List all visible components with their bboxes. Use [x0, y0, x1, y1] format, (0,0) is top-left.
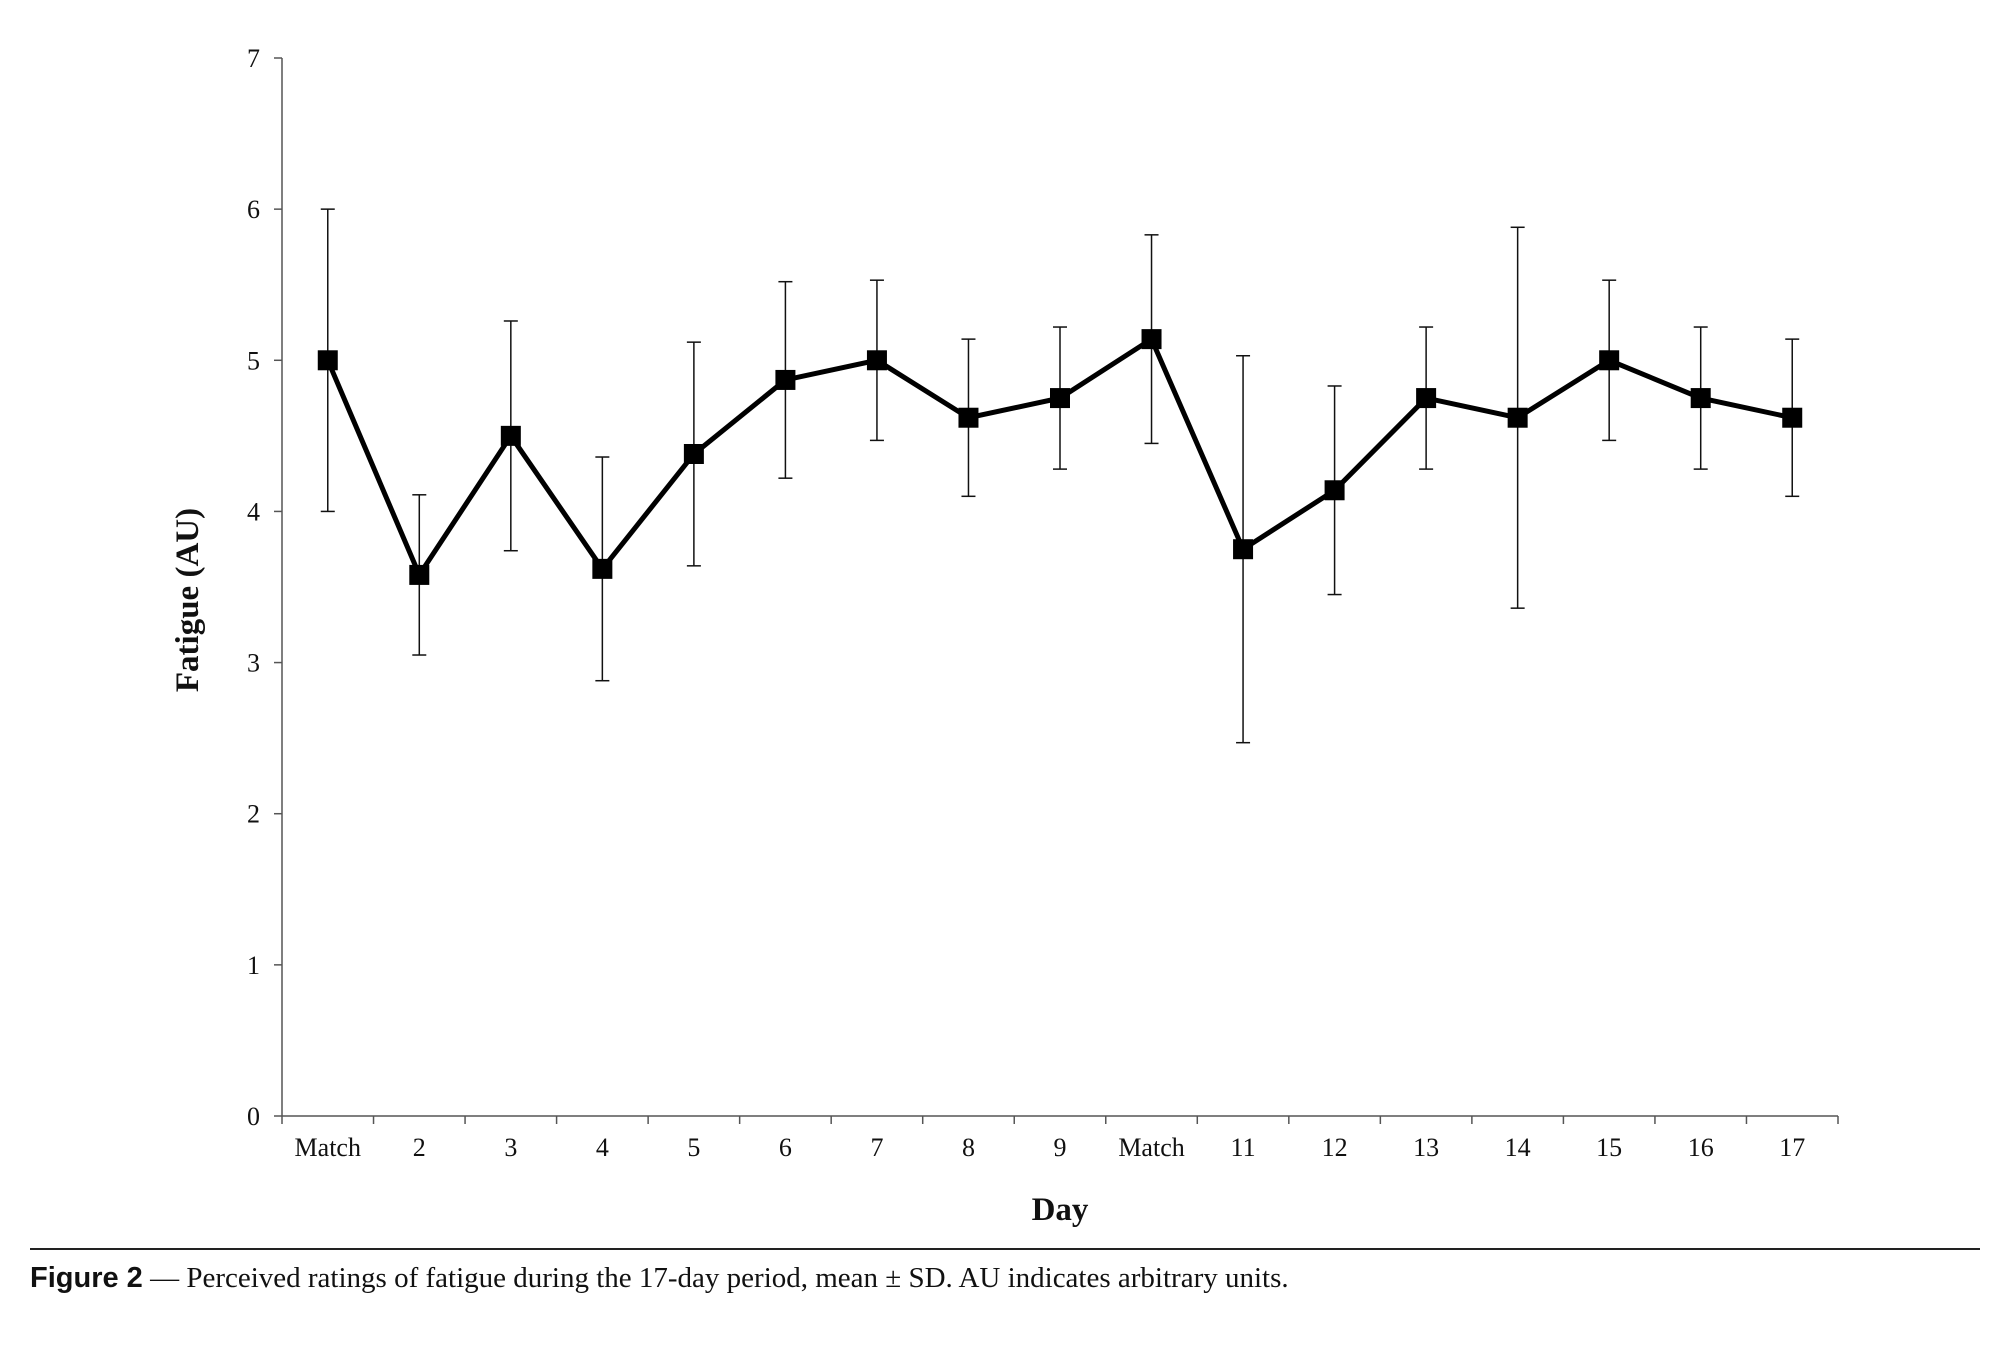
- data-point-marker: [866, 350, 887, 371]
- y-tick-label: 1: [247, 951, 260, 980]
- data-point-marker: [1416, 388, 1437, 409]
- x-tick-label: 17: [1779, 1133, 1805, 1162]
- data-point-marker: [1233, 539, 1254, 560]
- axes: [281, 58, 1838, 1117]
- data-point-marker: [1690, 388, 1711, 409]
- y-tick-label: 0: [247, 1102, 260, 1131]
- data-point-marker: [1599, 350, 1620, 371]
- x-tick-label: 14: [1505, 1133, 1531, 1162]
- x-axis-ticks: Match 2 3 4 5 6 7 8 9 Match 11 12 13 14 15 16 17: [281, 1116, 1839, 1162]
- x-tick-label: 9: [1054, 1133, 1067, 1162]
- data-point-marker: [958, 407, 979, 428]
- data-point-marker: [775, 369, 796, 390]
- x-tick-label: 2: [413, 1133, 426, 1162]
- x-tick-label: 3: [504, 1133, 517, 1162]
- x-tick-label: 7: [870, 1133, 883, 1162]
- x-tick-label: 4: [596, 1133, 609, 1162]
- x-tick-label: 15: [1596, 1133, 1622, 1162]
- data-point-marker: [592, 558, 613, 579]
- y-tick-label: 2: [247, 800, 260, 829]
- data-point-marker: [1050, 388, 1070, 409]
- data-point-marker: [409, 564, 430, 585]
- caption-label: Figure 2: [30, 1262, 143, 1294]
- figure-caption: Figure 2 — Perceived ratings of fatigue …: [30, 1262, 1289, 1295]
- error-bars: [320, 208, 1800, 744]
- x-tick-label: 8: [962, 1133, 975, 1162]
- x-tick-label: 13: [1413, 1133, 1439, 1162]
- x-tick-label: 11: [1231, 1133, 1256, 1162]
- y-axis-ticks: 0 1 2 3 4 5 6 7: [247, 44, 282, 1131]
- data-point-marker: [317, 350, 338, 371]
- x-axis-title: Day: [1032, 1192, 1089, 1228]
- x-tick-label: 12: [1322, 1133, 1348, 1162]
- y-tick-label: 6: [247, 195, 260, 224]
- y-tick-label: 4: [247, 497, 260, 526]
- y-tick-label: 5: [247, 346, 260, 375]
- x-tick-label: Match: [1118, 1133, 1184, 1162]
- data-markers: [317, 329, 1803, 585]
- y-tick-label: 7: [247, 44, 260, 73]
- x-tick-label: Match: [295, 1133, 361, 1162]
- y-axis-title: Fatigue (AU): [170, 508, 206, 692]
- data-point-marker: [683, 443, 704, 464]
- data-point-marker: [1782, 407, 1803, 428]
- x-tick-label: 16: [1688, 1133, 1714, 1162]
- y-tick-label: 3: [247, 649, 260, 678]
- data-point-marker: [1141, 329, 1162, 350]
- x-tick-label: 6: [779, 1133, 792, 1162]
- x-tick-label: 5: [687, 1133, 700, 1162]
- data-point-marker: [1324, 480, 1345, 501]
- caption-text: — Perceived ratings of fatigue during th…: [142, 1262, 1289, 1294]
- data-point-marker: [1507, 407, 1528, 428]
- data-point-marker: [500, 425, 521, 446]
- caption-divider: [30, 1248, 1980, 1250]
